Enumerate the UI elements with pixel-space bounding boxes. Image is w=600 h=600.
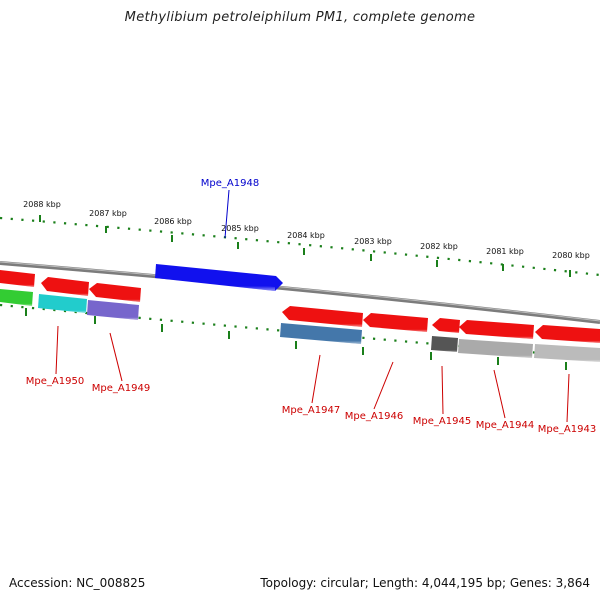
gene-label-mpe-a1947[interactable]: Mpe_A1947 [282, 405, 340, 416]
gene-arrow[interactable] [0, 289, 33, 306]
genome-title: Methylibium petroleiphilum PM1, complete… [124, 10, 476, 25]
gene-arrow-mpe-a1945[interactable] [431, 336, 458, 352]
kbp-label: 2084 kbp [287, 231, 325, 240]
kbp-label: 2083 kbp [354, 237, 392, 246]
gene-label-mpe-a1944[interactable]: Mpe_A1944 [476, 420, 534, 431]
kbp-label: 2081 kbp [486, 247, 524, 256]
gene-arrow[interactable] [0, 270, 35, 287]
accession-text: Accession: NC_008825 [9, 576, 146, 590]
leader-line [109, 332, 123, 382]
gene-features[interactable] [0, 264, 600, 362]
gene-arrow[interactable] [458, 339, 533, 358]
gene-arrow[interactable] [282, 306, 363, 327]
gene-arrow[interactable] [432, 318, 460, 333]
gene-label-mpe-a1943[interactable]: Mpe_A1943 [538, 424, 596, 435]
genome-summary-text: Topology: circular; Length: 4,044,195 bp… [260, 576, 590, 590]
genome-backbone [0, 261, 600, 324]
kbp-label: 2082 kbp [420, 242, 458, 251]
gene-arrow-mpe-a1947[interactable] [280, 323, 362, 344]
gene-arrow-mpe-a1949[interactable] [87, 300, 139, 320]
gene-label-mpe-a1950[interactable]: Mpe_A1950 [26, 376, 84, 387]
leader-line [493, 369, 506, 419]
kbp-label: 2086 kbp [154, 217, 192, 226]
label-leaders [55, 189, 570, 423]
leader-line [55, 325, 59, 375]
gene-label-mpe-a1946[interactable]: Mpe_A1946 [345, 411, 403, 422]
gene-labels: Mpe_A1948 Mpe_A1950 Mpe_A1949 Mpe_A1947 … [26, 178, 596, 435]
gene-arrow[interactable] [41, 277, 89, 296]
gene-arrow-mpe-a1943[interactable] [535, 325, 600, 343]
gene-label-mpe-a1949[interactable]: Mpe_A1949 [92, 383, 150, 394]
leader-line [566, 373, 570, 423]
gene-arrow[interactable] [534, 344, 600, 362]
leader-line [311, 354, 321, 404]
kbp-label: 2088 kbp [23, 200, 61, 209]
kbp-label: 2087 kbp [89, 209, 127, 218]
outer-scale-ring [0, 215, 600, 277]
gene-arrow-mpe-a1950[interactable] [38, 294, 87, 313]
kbp-label: 2080 kbp [552, 251, 590, 260]
leader-line [224, 189, 230, 239]
gene-arrow-mpe-a1944[interactable] [459, 320, 534, 339]
kbp-labels: 2088 kbp 2087 kbp 2086 kbp 2085 kbp 2084… [23, 200, 590, 260]
leader-line [441, 365, 444, 415]
kbp-label: 2085 kbp [221, 224, 259, 233]
gene-label-mpe-a1945[interactable]: Mpe_A1945 [413, 416, 471, 427]
leader-line [373, 361, 394, 410]
gene-arrow[interactable] [89, 283, 141, 302]
gene-label-mpe-a1948[interactable]: Mpe_A1948 [201, 178, 259, 189]
gene-arrow-mpe-a1946[interactable] [363, 313, 428, 332]
gene-arrow-mpe-a1948[interactable] [155, 264, 283, 291]
